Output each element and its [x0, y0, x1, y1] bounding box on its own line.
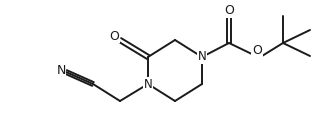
Text: N: N [56, 64, 66, 77]
Text: O: O [109, 29, 119, 42]
Text: N: N [144, 77, 152, 90]
Text: N: N [198, 51, 206, 64]
Text: O: O [224, 5, 234, 18]
Text: O: O [252, 44, 262, 57]
